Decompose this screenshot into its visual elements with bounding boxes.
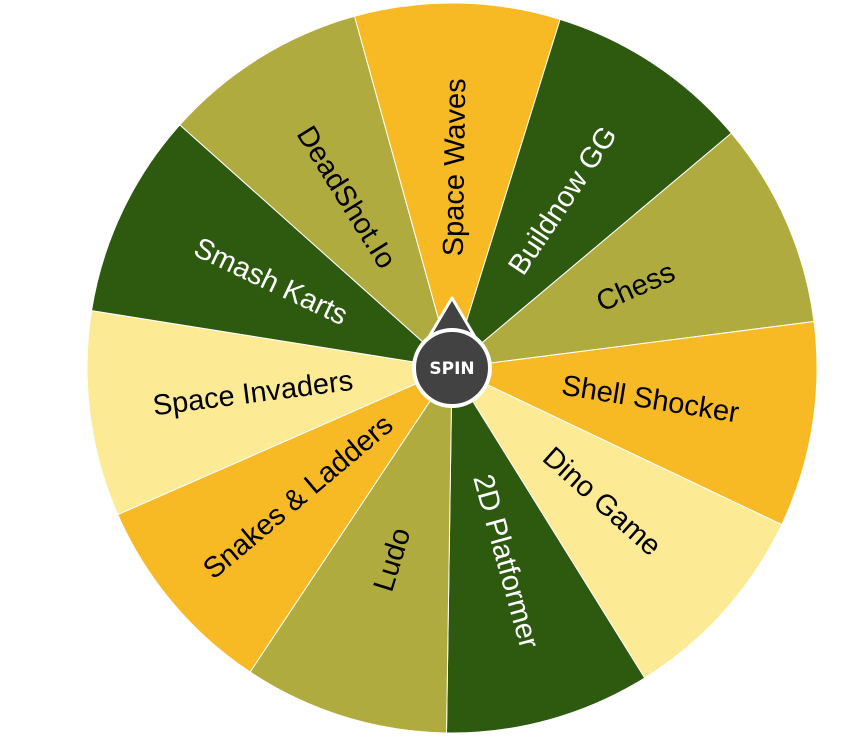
- wheel-segments: [86, 2, 818, 734]
- wheel-segment: [86, 310, 454, 516]
- wheel-segment: [450, 132, 815, 369]
- wheel-segment: [353, 2, 561, 370]
- spin-button[interactable]: SPIN: [412, 296, 492, 408]
- wheel-segment: [451, 18, 733, 370]
- wheel-segment: [450, 366, 783, 679]
- wheel-segment: [117, 366, 454, 673]
- wheel-segment: [179, 15, 453, 370]
- wheel-segment-label: Space Waves: [438, 78, 473, 256]
- wheel-segment: [249, 366, 453, 734]
- wheel-segment: [450, 320, 818, 526]
- spin-label: SPIN: [429, 359, 474, 379]
- spin-hub[interactable]: [412, 328, 492, 408]
- wheel-segment: [445, 366, 646, 734]
- wheel-segment: [90, 124, 454, 369]
